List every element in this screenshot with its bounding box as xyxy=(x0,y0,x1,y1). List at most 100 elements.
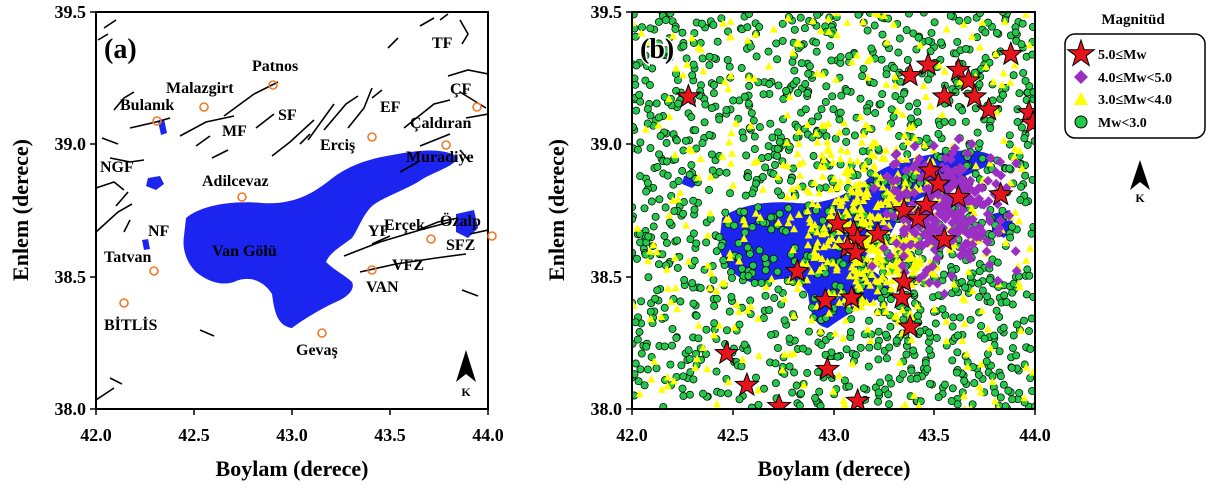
fault-label: SFZ xyxy=(446,237,475,254)
event-marker-mw-3-4 xyxy=(1006,178,1015,187)
event-marker-mw-3-4 xyxy=(1000,17,1009,25)
event-marker-mw-3-4 xyxy=(672,64,681,72)
event-marker-mw-lt-3 xyxy=(1017,40,1026,49)
event-marker-mw-ge-5 xyxy=(961,83,988,108)
event-marker-mw-lt-3 xyxy=(633,335,642,344)
event-marker-mw-3-4 xyxy=(861,265,870,274)
event-marker-mw-lt-3 xyxy=(995,347,1004,356)
event-marker-mw-lt-3 xyxy=(653,286,662,295)
event-marker-mw-3-4 xyxy=(1016,326,1025,334)
event-marker-mw-ge-5 xyxy=(925,170,952,195)
event-marker-mw-3-4 xyxy=(706,208,715,217)
event-marker-mw-lt-3 xyxy=(637,297,646,306)
event-marker-mw-4-5 xyxy=(982,209,993,220)
event-marker-mw-4-5 xyxy=(940,171,951,182)
north-label: K xyxy=(1135,191,1145,205)
event-marker-mw-4-5 xyxy=(983,175,993,186)
event-marker-mw-lt-3 xyxy=(632,80,640,89)
event-marker-mw-lt-3 xyxy=(774,285,783,294)
event-marker-mw-3-4 xyxy=(645,247,654,255)
event-marker-mw-4-5 xyxy=(909,226,920,237)
event-marker-mw-lt-3 xyxy=(724,27,732,36)
event-marker-mw-lt-3 xyxy=(737,362,746,371)
event-marker-mw-3-4 xyxy=(767,274,776,283)
event-marker-mw-3-4 xyxy=(780,294,789,303)
event-marker-mw-lt-3 xyxy=(773,144,782,153)
event-marker-mw-lt-3 xyxy=(1013,118,1022,126)
event-marker-mw-lt-3 xyxy=(1021,171,1030,180)
event-marker-mw-lt-3 xyxy=(690,205,699,214)
event-marker-mw-4-5 xyxy=(977,182,987,193)
event-marker-mw-3-4 xyxy=(715,321,724,329)
event-marker-mw-3-4 xyxy=(662,265,671,273)
event-marker-mw-3-4 xyxy=(1014,279,1023,287)
event-marker-mw-4-5 xyxy=(951,208,962,219)
event-marker-mw-lt-3 xyxy=(864,362,873,371)
event-marker-mw-3-4 xyxy=(859,196,868,204)
event-marker-mw-3-4 xyxy=(722,215,731,223)
event-marker-mw-3-4 xyxy=(665,112,674,120)
event-marker-mw-3-4 xyxy=(835,128,844,136)
event-marker-mw-3-4 xyxy=(813,227,822,236)
event-marker-mw-lt-3 xyxy=(1015,89,1024,98)
event-marker-mw-3-4 xyxy=(665,94,673,103)
legend-circle-icon xyxy=(1074,115,1088,129)
event-marker-mw-3-4 xyxy=(883,187,892,196)
event-marker-mw-lt-3 xyxy=(651,294,659,303)
event-marker-mw-4-5 xyxy=(947,226,957,237)
event-marker-mw-3-4 xyxy=(788,245,797,254)
event-marker-mw-4-5 xyxy=(950,143,960,154)
event-marker-mw-lt-3 xyxy=(948,356,957,365)
event-marker-mw-3-4 xyxy=(836,154,845,163)
event-marker-mw-lt-3 xyxy=(1020,134,1029,143)
event-marker-mw-lt-3 xyxy=(661,16,670,25)
event-marker-mw-3-4 xyxy=(876,200,885,208)
event-marker-mw-3-4 xyxy=(735,257,744,265)
event-marker-mw-lt-3 xyxy=(792,76,801,85)
event-marker-mw-3-4 xyxy=(788,184,796,193)
event-marker-mw-3-4 xyxy=(769,25,778,33)
event-marker-mw-lt-3 xyxy=(878,30,887,39)
event-marker-mw-3-4 xyxy=(732,119,740,127)
fault-lines xyxy=(96,13,488,401)
event-marker-mw-lt-3 xyxy=(710,81,718,89)
legend-label: Mw<3.0 xyxy=(1098,116,1147,131)
event-marker-mw-3-4 xyxy=(851,271,860,280)
event-marker-mw-3-4 xyxy=(860,191,869,199)
event-marker-mw-lt-3 xyxy=(934,393,943,402)
event-marker-mw-lt-3 xyxy=(973,128,982,137)
event-marker-mw-3-4 xyxy=(802,185,811,194)
event-marker-mw-lt-3 xyxy=(760,384,768,393)
event-marker-mw-lt-3 xyxy=(1025,82,1034,91)
event-marker-mw-lt-3 xyxy=(828,92,837,101)
event-marker-mw-lt-3 xyxy=(800,24,809,33)
event-marker-mw-3-4 xyxy=(962,349,971,358)
event-marker-mw-lt-3 xyxy=(817,105,826,114)
event-marker-mw-3-4 xyxy=(820,223,829,231)
event-marker-mw-lt-3 xyxy=(750,132,759,141)
event-marker-mw-3-4 xyxy=(693,354,702,363)
event-marker-mw-lt-3 xyxy=(1008,344,1017,353)
event-marker-mw-4-5 xyxy=(959,248,970,259)
event-marker-mw-lt-3 xyxy=(692,239,701,248)
event-marker-mw-lt-3 xyxy=(960,376,969,385)
event-marker-mw-3-4 xyxy=(1006,78,1015,86)
city-label: Özalp xyxy=(440,212,481,230)
event-marker-mw-3-4 xyxy=(905,123,914,131)
event-marker-mw-4-5 xyxy=(932,253,943,264)
event-marker-mw-lt-3 xyxy=(859,64,868,73)
event-marker-mw-lt-3 xyxy=(977,321,986,330)
event-marker-mw-lt-3 xyxy=(859,384,868,393)
event-marker-mw-4-5 xyxy=(1011,266,1022,276)
event-marker-mw-3-4 xyxy=(815,188,823,197)
event-marker-mw-3-4 xyxy=(890,261,899,270)
event-marker-mw-4-5 xyxy=(937,162,948,173)
event-marker-mw-3-4 xyxy=(813,238,822,246)
event-marker-mw-3-4 xyxy=(878,272,887,280)
event-marker-mw-lt-3 xyxy=(1023,141,1032,149)
event-marker-mw-lt-3 xyxy=(953,37,962,46)
event-marker-mw-lt-3 xyxy=(752,52,761,61)
event-marker-mw-4-5 xyxy=(984,259,995,270)
event-marker-mw-3-4 xyxy=(825,309,834,317)
event-marker-mw-3-4 xyxy=(824,213,833,222)
